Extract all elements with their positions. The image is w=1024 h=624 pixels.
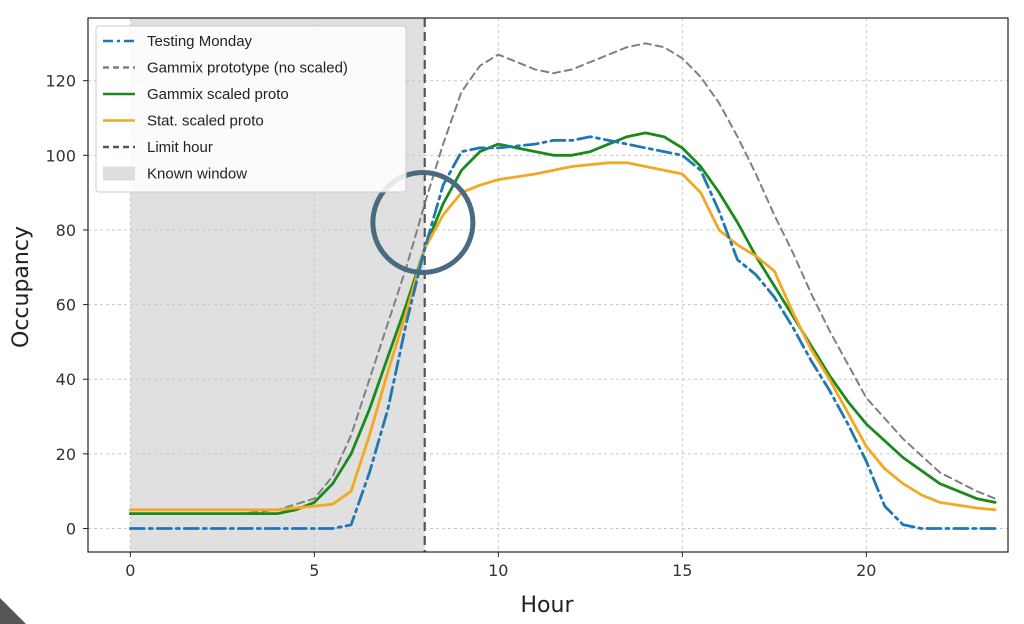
legend: Testing Monday Gammix prototype (no scale… bbox=[95, 25, 407, 193]
plot-frame bbox=[87, 17, 1009, 553]
y-tick-label: 100 bbox=[45, 146, 76, 165]
series-line-3 bbox=[128, 161, 997, 512]
legend-label: Gammix scaled proto bbox=[147, 86, 289, 103]
series-line-1 bbox=[129, 42, 997, 515]
y-tick-label: 20 bbox=[56, 445, 76, 464]
x-tick-label: 5 bbox=[309, 561, 319, 580]
x-tick-label: 20 bbox=[856, 561, 876, 580]
legend-box bbox=[95, 25, 407, 193]
legend-label: Limit hour bbox=[147, 139, 213, 156]
series-line-0 bbox=[128, 135, 997, 530]
corner-marker bbox=[0, 598, 26, 624]
legend-label: Gammix prototype (no scaled) bbox=[147, 60, 348, 77]
highlight-circle bbox=[370, 169, 476, 275]
y-tick-label: 0 bbox=[66, 519, 76, 538]
x-tick-label: 15 bbox=[672, 561, 692, 580]
legend-label: Testing Monday bbox=[147, 33, 253, 50]
y-tick-label: 80 bbox=[56, 221, 76, 240]
y-axis-title: Occupancy bbox=[9, 226, 34, 348]
legend-label: Stat. scaled proto bbox=[147, 113, 264, 130]
series-line-2 bbox=[128, 131, 997, 515]
x-axis-title: Hour bbox=[521, 593, 575, 618]
y-tick-label: 40 bbox=[56, 370, 76, 389]
x-tick-label: 0 bbox=[125, 561, 135, 580]
y-tick-label: 120 bbox=[45, 72, 76, 91]
y-tick-label: 60 bbox=[56, 296, 76, 315]
x-tick-label: 10 bbox=[488, 561, 508, 580]
legend-swatch bbox=[103, 166, 135, 181]
legend-label: Known window bbox=[147, 166, 247, 183]
